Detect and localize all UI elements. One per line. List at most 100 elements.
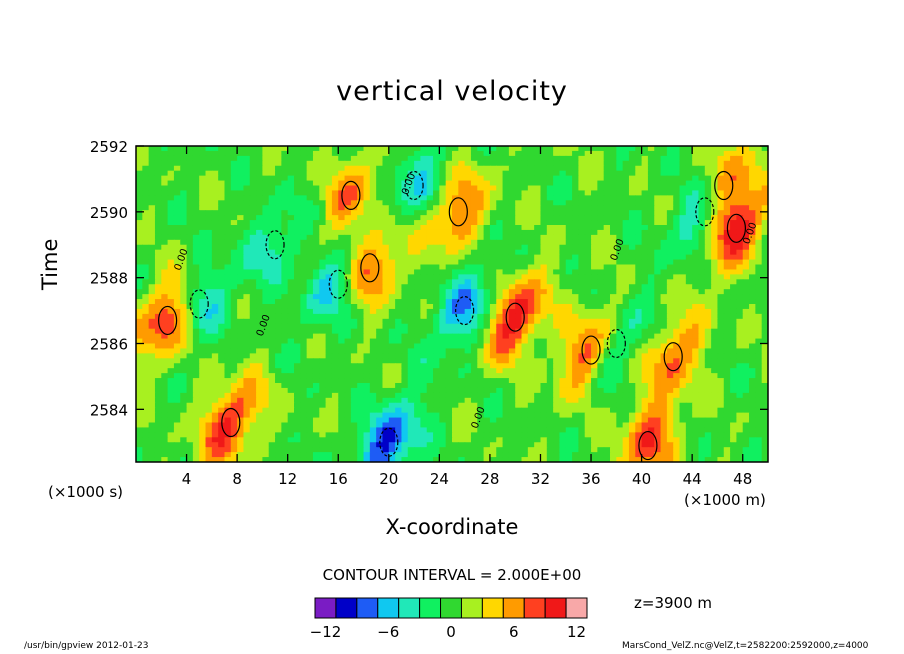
heatmap-cell xyxy=(256,244,263,251)
heatmap-cell xyxy=(711,289,719,295)
heatmap-cell xyxy=(660,333,668,340)
heatmap-cell xyxy=(167,343,175,350)
heatmap-cell xyxy=(755,358,763,364)
heatmap-cell xyxy=(173,195,181,201)
heatmap-cell xyxy=(420,387,428,394)
heatmap-cell xyxy=(433,269,440,275)
heatmap-cell xyxy=(218,249,226,256)
heatmap-cell xyxy=(553,308,561,315)
heatmap-cell xyxy=(685,318,693,325)
heatmap-cell xyxy=(622,254,630,261)
heatmap-cell xyxy=(363,318,371,325)
heatmap-cell xyxy=(692,328,700,335)
heatmap-cell xyxy=(666,387,674,394)
heatmap-cell xyxy=(350,323,358,330)
heatmap-cell xyxy=(534,363,542,369)
heatmap-cell xyxy=(736,180,744,187)
heatmap-cell xyxy=(584,304,592,310)
heatmap-cell xyxy=(180,180,188,187)
heatmap-cell xyxy=(730,165,737,172)
heatmap-cell xyxy=(256,284,263,290)
heatmap-cell xyxy=(641,205,649,211)
heatmap-cell xyxy=(666,328,674,335)
heatmap-cell xyxy=(357,304,365,310)
heatmap-cell xyxy=(401,259,409,266)
heatmap-cell xyxy=(433,215,440,221)
heatmap-cell xyxy=(388,343,396,350)
heatmap-cell xyxy=(433,368,440,374)
heatmap-cell xyxy=(180,308,188,315)
heatmap-cell xyxy=(496,146,504,152)
heatmap-cell xyxy=(224,215,232,221)
heatmap-cell xyxy=(546,180,554,187)
heatmap-cell xyxy=(559,284,567,290)
heatmap-cell xyxy=(704,353,712,359)
heatmap-cell xyxy=(578,368,586,374)
heatmap-cell xyxy=(597,299,605,305)
heatmap-cell xyxy=(641,279,649,285)
heatmap-cell xyxy=(395,229,403,236)
heatmap-cell xyxy=(249,146,257,152)
heatmap-cell xyxy=(148,348,156,354)
heatmap-cell xyxy=(287,254,295,261)
heatmap-cell xyxy=(660,279,668,285)
heatmap-cell xyxy=(199,220,207,226)
heatmap-cell xyxy=(489,155,497,162)
heatmap-cell xyxy=(679,328,687,335)
heatmap-cell xyxy=(167,387,175,394)
heatmap-cell xyxy=(167,323,175,330)
heatmap-cell xyxy=(395,190,403,196)
heatmap-cell xyxy=(306,249,314,256)
heatmap-cell xyxy=(325,373,333,379)
heatmap-cell xyxy=(622,387,630,394)
heatmap-cell xyxy=(610,338,617,345)
heatmap-cell xyxy=(243,210,251,216)
heatmap-cell xyxy=(452,353,459,359)
heatmap-cell xyxy=(136,368,143,374)
heatmap-cell xyxy=(464,185,472,192)
heatmap-cell xyxy=(161,383,169,389)
heatmap-cell xyxy=(407,175,415,182)
heatmap-cell xyxy=(761,363,768,369)
heatmap-cell xyxy=(433,387,440,394)
heatmap-cell xyxy=(350,239,358,246)
heatmap-cell xyxy=(578,200,586,206)
heatmap-cell xyxy=(287,323,295,330)
heatmap-cell xyxy=(515,294,523,300)
heatmap-cell xyxy=(426,220,434,226)
heatmap-cell xyxy=(527,150,535,157)
heatmap-cell xyxy=(470,210,478,216)
heatmap-cell xyxy=(527,368,535,374)
heatmap-cell xyxy=(692,353,700,359)
heatmap-cell xyxy=(306,264,314,271)
heatmap-cell xyxy=(243,234,251,241)
heatmap-cell xyxy=(508,378,516,384)
heatmap-cell xyxy=(281,190,289,196)
heatmap-cell xyxy=(628,264,636,271)
heatmap-cell xyxy=(268,368,276,374)
heatmap-cell xyxy=(426,264,434,271)
heatmap-cell xyxy=(540,387,548,394)
heatmap-cell xyxy=(407,264,415,271)
heatmap-cell xyxy=(515,200,523,206)
heatmap-cell xyxy=(312,264,320,271)
heatmap-cell xyxy=(711,318,719,325)
heatmap-cell xyxy=(142,234,150,241)
heatmap-cell xyxy=(761,313,768,320)
heatmap-cell xyxy=(692,239,700,246)
heatmap-cell xyxy=(685,304,693,310)
heatmap-cell xyxy=(477,308,485,315)
heatmap-cell xyxy=(439,254,447,261)
heatmap-cell xyxy=(666,195,674,201)
heatmap-cell xyxy=(521,210,529,216)
heatmap-cell xyxy=(723,254,731,261)
heatmap-cell xyxy=(603,210,611,216)
heatmap-cell xyxy=(420,170,428,177)
heatmap-cell xyxy=(306,190,314,196)
heatmap-cell xyxy=(363,249,371,256)
heatmap-cell xyxy=(470,165,478,172)
heatmap-cell xyxy=(275,269,282,275)
heatmap-cell xyxy=(565,299,573,305)
heatmap-cell xyxy=(508,313,516,320)
heatmap-cell xyxy=(502,160,510,167)
